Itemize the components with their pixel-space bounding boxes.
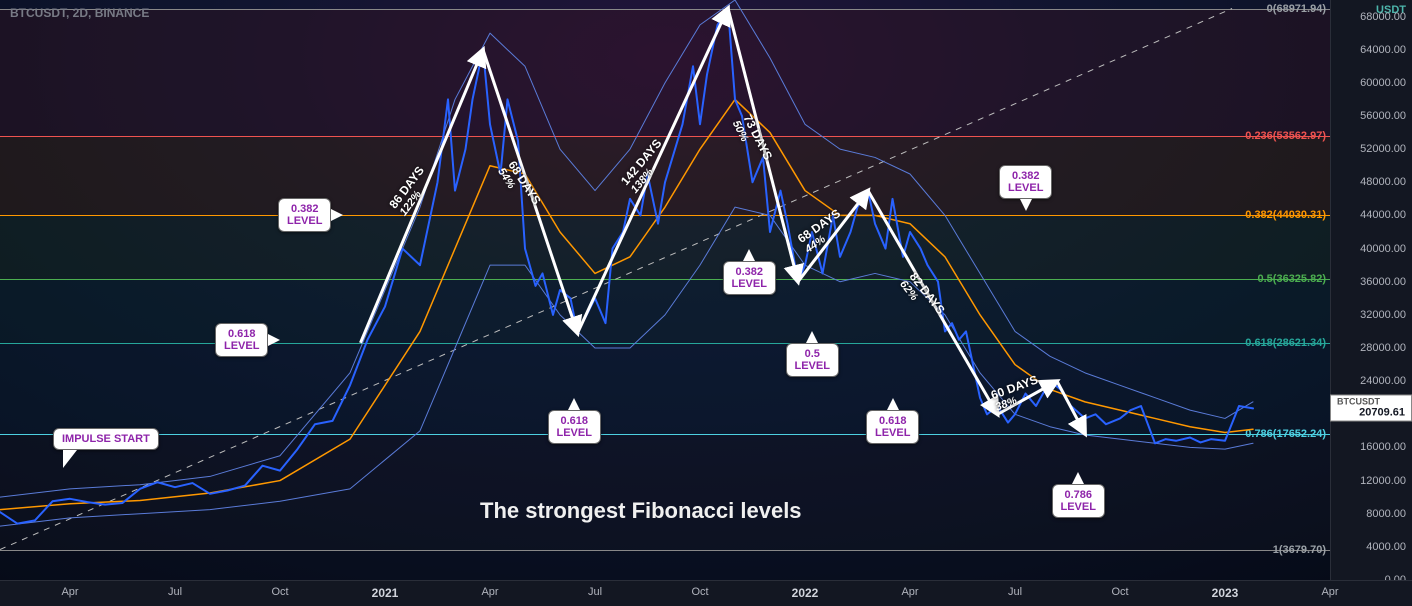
fib-band <box>0 9 1330 137</box>
x-axis-tick: Apr <box>1321 586 1338 598</box>
x-axis-tick: 2022 <box>792 586 819 600</box>
fib-band <box>0 215 1330 279</box>
callout: 0.382LEVEL <box>723 261 776 295</box>
callout: 0.5LEVEL <box>786 343 839 377</box>
x-axis-tick: 2021 <box>372 586 399 600</box>
fib-label: 0.618(28621.34) <box>1245 337 1326 349</box>
fib-label: 1(3679.70) <box>1273 544 1326 556</box>
fib-label: 0(68971.94) <box>1267 3 1326 15</box>
y-axis-tick: 12000.00 <box>1360 475 1406 487</box>
x-axis-tick: Oct <box>691 586 708 598</box>
x-axis-tick: Jul <box>1008 586 1022 598</box>
y-axis-tick: 52000.00 <box>1360 143 1406 155</box>
y-axis-tick: 60000.00 <box>1360 77 1406 89</box>
trading-chart[interactable]: 0(68971.94) 0.236(53562.97) 0.382(44030.31… <box>0 0 1412 606</box>
fib-line <box>0 434 1330 435</box>
fib-line <box>0 343 1330 344</box>
callout: 0.382LEVEL <box>278 198 331 232</box>
x-axis-tick: Oct <box>1111 586 1128 598</box>
y-axis-panel[interactable]: USDT 0.004000.008000.0012000.0016000.002… <box>1330 0 1412 580</box>
x-axis-tick: Apr <box>901 586 918 598</box>
fib-line <box>0 550 1330 551</box>
y-axis-tick: 44000.00 <box>1360 209 1406 221</box>
y-axis-tick: 36000.00 <box>1360 276 1406 288</box>
callout: 0.618LEVEL <box>866 410 919 444</box>
x-axis-tick: Jul <box>168 586 182 598</box>
interval: 2D <box>73 6 88 20</box>
last-price-tag: BTCUSDT20709.61 <box>1330 395 1412 422</box>
y-axis-tick: 32000.00 <box>1360 309 1406 321</box>
y-axis-tick: 28000.00 <box>1360 342 1406 354</box>
y-axis-tick: 40000.00 <box>1360 243 1406 255</box>
y-axis-tick: 4000.00 <box>1366 541 1406 553</box>
fib-label: 0.786(17652.24) <box>1245 428 1326 440</box>
ticker: BTCUSDT <box>10 6 66 20</box>
x-axis-tick: Apr <box>61 586 78 598</box>
fib-band <box>0 434 1330 550</box>
callout: 0.382LEVEL <box>999 165 1052 199</box>
exchange: BINANCE <box>95 6 150 20</box>
callout: 0.618LEVEL <box>548 410 601 444</box>
y-axis-tick: 68000.00 <box>1360 11 1406 23</box>
x-axis-tick: Jul <box>588 586 602 598</box>
fib-label: 0.5(36325.82) <box>1258 273 1327 285</box>
y-axis-tick: 8000.00 <box>1366 508 1406 520</box>
fib-line <box>0 136 1330 137</box>
callout: IMPULSE START <box>53 428 159 450</box>
y-axis-tick: 64000.00 <box>1360 44 1406 56</box>
x-axis-panel[interactable]: Apr Jul Oct 2021 Apr Jul Oct 2022 Apr Jul Oct 2023 A… <box>0 580 1412 606</box>
callout: 0.618LEVEL <box>215 323 268 357</box>
callout: 0.786LEVEL <box>1052 484 1105 518</box>
fib-label: 0.382(44030.31) <box>1245 209 1326 221</box>
y-axis-tick: 16000.00 <box>1360 441 1406 453</box>
fib-line <box>0 279 1330 280</box>
fib-line <box>0 9 1330 10</box>
fib-band <box>0 279 1330 343</box>
y-axis-tick: 56000.00 <box>1360 110 1406 122</box>
symbol-info[interactable]: BTCUSDT, 2D, BINANCE <box>10 6 149 20</box>
y-axis-tick: 48000.00 <box>1360 176 1406 188</box>
plot-area[interactable]: 0(68971.94) 0.236(53562.97) 0.382(44030.31… <box>0 0 1330 580</box>
fib-line <box>0 215 1330 216</box>
x-axis-tick: Apr <box>481 586 498 598</box>
fib-band <box>0 343 1330 434</box>
y-axis-tick: 24000.00 <box>1360 375 1406 387</box>
x-axis-tick: Oct <box>271 586 288 598</box>
chart-title: The strongest Fibonacci levels <box>480 498 802 524</box>
x-axis-tick: 2023 <box>1212 586 1239 600</box>
fib-label: 0.236(53562.97) <box>1245 130 1326 142</box>
